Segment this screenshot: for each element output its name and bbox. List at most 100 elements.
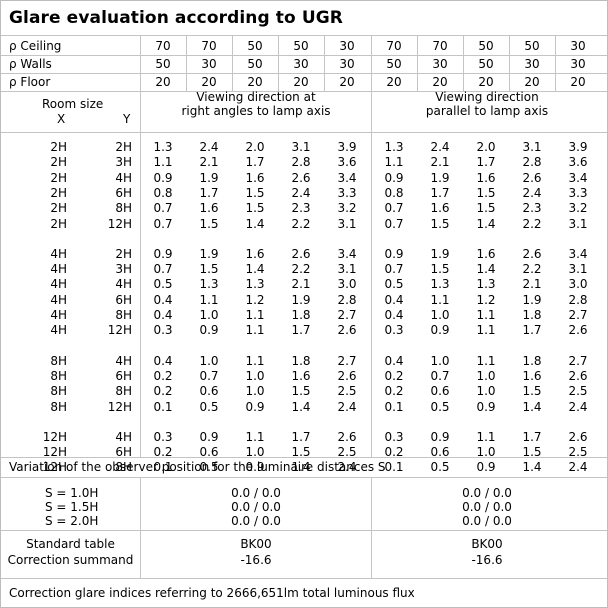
room-y-value: 12H [107, 216, 132, 231]
ugr-value: 1.5 [199, 216, 219, 231]
reflectance-cell: 20 [339, 75, 355, 89]
room-x-value: 2H [50, 201, 67, 216]
ugr-value: 0.9 [430, 323, 450, 338]
ugr-value: 3.2 [568, 201, 588, 216]
room-y-value: 3H [115, 155, 132, 170]
room-y-value: 8H [115, 201, 132, 216]
ugr-value: 2.4 [337, 460, 357, 475]
ugr-value: 1.0 [476, 445, 496, 460]
rule-grid-cell [463, 35, 464, 91]
ugr-value: 3.4 [337, 170, 357, 185]
room-y-value: 4H [115, 429, 132, 444]
ugr-value: 0.3 [153, 429, 173, 444]
rule-col-left [140, 35, 141, 457]
ugr-value: 2.7 [337, 353, 357, 368]
ugr-value: 2.3 [291, 201, 311, 216]
room-size-y-label: Y [123, 112, 131, 126]
ugr-value: 0.9 [476, 460, 496, 475]
room-x-value: 4H [50, 292, 67, 307]
variation-perp: 0.0 / 0.0 [231, 500, 281, 514]
ugr-value: 1.1 [245, 323, 265, 338]
ugr-value: 0.2 [153, 445, 173, 460]
ugr-value: 1.9 [430, 170, 450, 185]
rule-grid-cell [417, 35, 418, 91]
ugr-value: 2.4 [199, 140, 219, 154]
ugr-value: 2.6 [291, 246, 311, 261]
room-x-value: 12H [42, 445, 67, 460]
ugr-value: 1.7 [522, 429, 542, 444]
reflectance-cell: 20 [201, 75, 217, 89]
reflectance-cell: 20 [570, 75, 586, 89]
ugr-value: 0.3 [384, 323, 404, 338]
ugr-value: 0.4 [153, 292, 173, 307]
ugr-value: 1.3 [430, 277, 450, 292]
reflectance-cell: 20 [478, 75, 494, 89]
ugr-value: 2.6 [522, 170, 542, 185]
ugr-value: 1.5 [430, 262, 450, 277]
ugr-value: 1.1 [199, 292, 219, 307]
ceiling-label: ρ Ceiling [9, 39, 62, 53]
ugr-value: 2.7 [337, 308, 357, 322]
ugr-value: 1.7 [291, 429, 311, 444]
rule-variation-title [1, 477, 607, 478]
ugr-value: 1.0 [199, 353, 219, 368]
ugr-value: 0.5 [384, 277, 404, 292]
reflectance-cell: 30 [570, 39, 586, 53]
rule-col-mid [371, 35, 372, 457]
ugr-value: 1.1 [384, 155, 404, 170]
reflectance-cell: 70 [201, 39, 217, 53]
ugr-value: 0.9 [476, 399, 496, 414]
ugr-value: 0.7 [153, 216, 173, 231]
room-x-value: 8H [50, 368, 67, 383]
ugr-value: 1.3 [245, 277, 265, 292]
ugr-value: 1.4 [245, 262, 265, 277]
ugr-value: 0.4 [384, 308, 404, 322]
rule-standard-bottom [1, 578, 607, 579]
rule-title [1, 35, 607, 36]
ugr-value: 0.3 [384, 429, 404, 444]
room-y-value: 8H [115, 460, 132, 475]
ugr-value: 3.3 [568, 185, 588, 200]
ugr-value: 2.2 [291, 262, 311, 277]
room-y-value: 2H [115, 140, 132, 154]
ugr-value: 2.6 [568, 429, 588, 444]
ugr-value: 3.1 [337, 216, 357, 231]
rule-grid-bottom [1, 457, 607, 458]
room-y-value: 12H [107, 399, 132, 414]
ugr-value: 2.4 [337, 399, 357, 414]
ugr-value: 1.1 [476, 353, 496, 368]
ugr-value: 0.1 [384, 399, 404, 414]
ugr-value: 0.6 [430, 445, 450, 460]
ugr-value: 1.1 [476, 429, 496, 444]
ugr-value: 2.2 [522, 216, 542, 231]
ugr-value: 0.7 [384, 262, 404, 277]
ugr-value: 2.2 [522, 262, 542, 277]
ugr-value: 0.9 [245, 399, 265, 414]
ugr-value: 3.1 [337, 262, 357, 277]
ugr-value: 2.6 [337, 368, 357, 383]
ugr-value: 1.6 [476, 246, 496, 261]
ugr-value: 3.3 [337, 185, 357, 200]
ugr-value: 3.1 [568, 216, 588, 231]
ugr-value: 1.4 [522, 460, 542, 475]
ugr-value: 0.9 [153, 246, 173, 261]
reflectance-cell: 20 [293, 75, 309, 89]
ugr-value: 3.1 [522, 140, 542, 154]
variation-perp: 0.0 / 0.0 [231, 486, 281, 500]
rule-ceiling [1, 55, 607, 56]
ugr-value: 1.5 [476, 185, 496, 200]
ugr-value: 0.7 [384, 201, 404, 216]
variation-par: 0.0 / 0.0 [462, 514, 512, 528]
ugr-value: 2.7 [568, 308, 588, 322]
ugr-value: 0.9 [153, 170, 173, 185]
rule-grid-cell [278, 35, 279, 91]
view-perp-line1: Viewing direction at [196, 90, 316, 104]
ugr-value: 1.6 [199, 201, 219, 216]
ugr-value: 1.7 [430, 185, 450, 200]
ugr-value: 3.2 [337, 201, 357, 216]
rule-grid-cell [186, 35, 187, 91]
variation-perp: 0.0 / 0.0 [231, 514, 281, 528]
ugr-value: 1.4 [291, 460, 311, 475]
ugr-value: 0.4 [153, 353, 173, 368]
page-title: Glare evaluation according to UGR [9, 8, 343, 28]
